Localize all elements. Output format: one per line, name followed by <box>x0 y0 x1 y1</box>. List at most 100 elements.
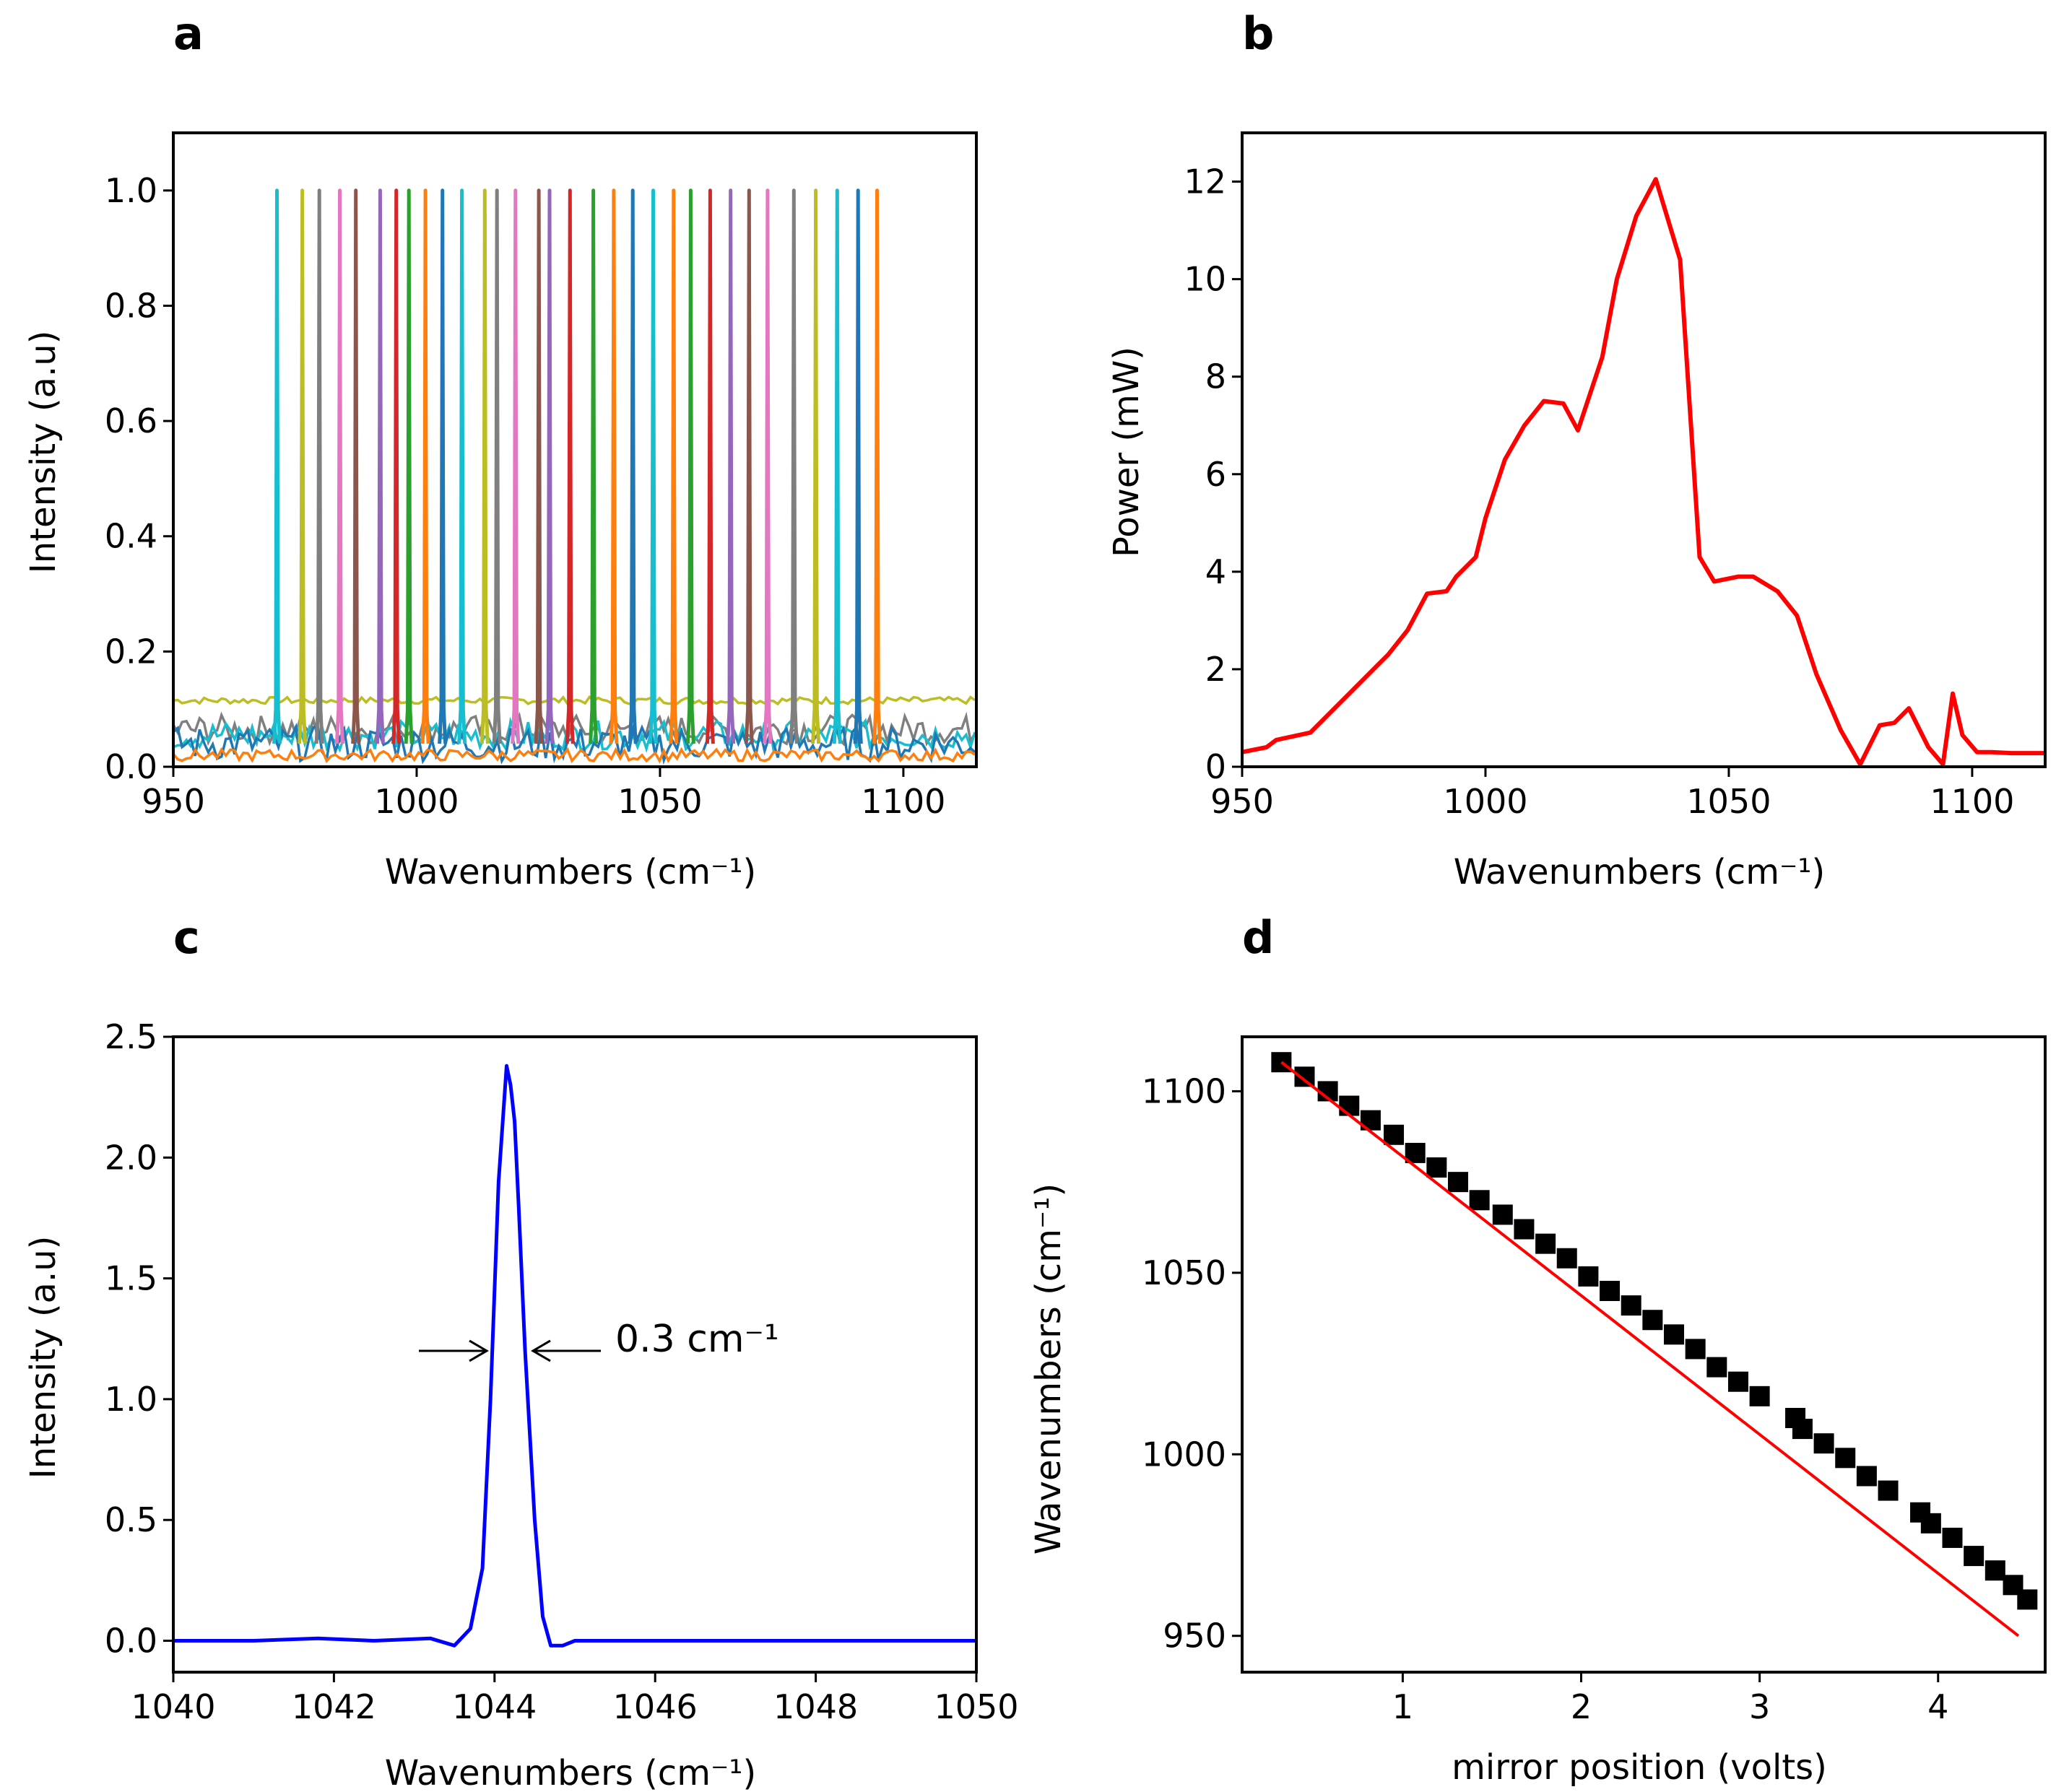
x-tick-label-b: 1050 <box>1686 782 1771 821</box>
spectrum-peak <box>480 188 490 744</box>
spectrum-peak <box>853 188 863 744</box>
data-point <box>1664 1324 1685 1345</box>
y-tick-label-d: 1050 <box>1142 1253 1226 1292</box>
x-tick-label-c: 1040 <box>131 1687 215 1726</box>
data-point <box>1556 1248 1577 1269</box>
plot-frame-c <box>172 1035 978 1674</box>
spectrum-peak <box>404 188 414 744</box>
panel-a: a 950 1000 1050 1100 0.0 0.2 0.4 0.6 0.8 1.0 Wave… <box>23 7 978 892</box>
y-tick-label-a: 0.0 <box>105 747 157 786</box>
spectrum-peak <box>628 188 638 744</box>
spectrum-peak <box>589 188 599 744</box>
y-tick-label-a: 1.0 <box>105 171 157 210</box>
y-tick-label-b: 0 <box>1205 747 1226 786</box>
spectrum-peak <box>763 188 773 744</box>
data-point <box>1642 1310 1663 1331</box>
panel-label-c: c <box>173 911 200 964</box>
x-tick-label-d: 1 <box>1392 1687 1413 1726</box>
data-point <box>1920 1513 1941 1534</box>
y-tick-label-a: 0.2 <box>105 632 157 671</box>
y-tick-label-c: 2.5 <box>105 1017 157 1056</box>
plot-b: 950 1000 1050 1100 0 2 4 6 8 10 12 <box>1184 131 2047 821</box>
plot-frame-a <box>172 131 978 768</box>
spectrum-peak <box>685 188 695 744</box>
baseline-noise <box>173 747 976 764</box>
data-point <box>1600 1281 1621 1301</box>
x-tick-label-a: 950 <box>142 782 205 821</box>
x-tick-label-a: 1000 <box>374 782 459 821</box>
panel-label-d: d <box>1242 911 1274 964</box>
xlabel-d: mirror position (volts) <box>1452 1747 1827 1788</box>
y-tick-label-c: 2.0 <box>105 1138 157 1177</box>
plot-c: 1040 1042 1044 1046 1048 1050 0.0 0.5 1.0 1.5 2.0 2… <box>105 1017 1019 1726</box>
data-point <box>1685 1339 1706 1360</box>
data-point <box>1384 1124 1405 1145</box>
spectrum-peak <box>649 188 658 744</box>
spectrum-peak <box>391 188 402 744</box>
ylabel-d: Wavenumbers (cm⁻¹) <box>1028 1183 1069 1555</box>
spectrum-peak <box>811 188 821 744</box>
spectrum-peak <box>314 188 324 744</box>
y-tick-label-a: 0.6 <box>105 401 157 440</box>
power-curve <box>1241 177 2045 767</box>
ylabel-a: Intensity (a.u) <box>23 331 64 574</box>
spectrum-peak <box>438 188 448 744</box>
y-tick-label-b: 6 <box>1205 455 1226 494</box>
spectrum-peak <box>334 188 344 744</box>
data-point <box>1964 1546 1985 1567</box>
x-tick-label-c: 1042 <box>292 1687 376 1726</box>
x-tick-label-b: 950 <box>1210 782 1274 821</box>
fit-line <box>1280 1061 2020 1637</box>
spectrum-peak <box>565 188 575 744</box>
data-point <box>1469 1190 1490 1211</box>
xlabel-c: Wavenumbers (cm⁻¹) <box>385 1753 757 1792</box>
spectrum-peak <box>789 188 799 744</box>
plot-a-lines <box>173 188 976 765</box>
baseline-noise <box>173 695 976 706</box>
xlabel-b: Wavenumbers (cm⁻¹) <box>1454 852 1826 892</box>
panel-label-a: a <box>173 7 204 60</box>
ylabel-c: Intensity (a.u) <box>23 1236 64 1479</box>
spectrum-peak <box>669 188 679 744</box>
data-point <box>1749 1386 1770 1406</box>
spectrum-peak <box>726 188 736 744</box>
baseline-noise <box>173 716 976 754</box>
plot-frame-d <box>1241 1035 2047 1674</box>
arrow-right-head <box>531 1339 551 1362</box>
panel-label-b: b <box>1242 7 1274 60</box>
y-tick-label-b: 12 <box>1184 162 1226 201</box>
x-tick-label-a: 1050 <box>617 782 702 821</box>
y-tick-label-b: 4 <box>1205 552 1226 591</box>
x-tick-label-d: 3 <box>1749 1687 1770 1726</box>
data-point <box>1878 1480 1899 1501</box>
spectrum-peak <box>511 188 521 744</box>
spectrum-peak <box>832 188 842 744</box>
data-point <box>1578 1266 1599 1287</box>
data-point <box>1813 1433 1834 1454</box>
spectrum-peak <box>457 188 467 744</box>
x-tick-label-d: 4 <box>1927 1687 1948 1726</box>
x-tick-label-c: 1050 <box>934 1687 1018 1726</box>
x-tick-label-a: 1100 <box>861 782 945 821</box>
x-tick-label-d: 2 <box>1571 1687 1592 1726</box>
data-point <box>1492 1204 1513 1225</box>
y-tick-label-c: 0.5 <box>105 1500 157 1539</box>
x-tick-label-b: 1000 <box>1443 782 1527 821</box>
x-tick-label-c: 1046 <box>613 1687 698 1726</box>
data-point <box>1727 1371 1748 1392</box>
data-point <box>1621 1295 1641 1316</box>
y-tick-label-a: 0.8 <box>105 286 157 325</box>
y-tick-label-a: 0.4 <box>105 517 157 556</box>
data-point <box>1535 1233 1556 1254</box>
panel-d: d 1 2 3 4 950 1000 1050 1100 mirror position (v… <box>1028 911 2047 1788</box>
panel-c: c 1040 1042 1044 1046 1048 1050 0.0 0.5 1.0 1.5 2.… <box>23 911 1019 1792</box>
y-tick-label-c: 1.5 <box>105 1259 157 1298</box>
linewidth-curve <box>173 1064 976 1648</box>
plot-a: 950 1000 1050 1100 0.0 0.2 0.4 0.6 0.8 1.0 <box>105 131 978 821</box>
y-tick-label-b: 2 <box>1205 650 1226 689</box>
xlabel-a: Wavenumbers (cm⁻¹) <box>385 852 757 892</box>
y-tick-label-b: 8 <box>1205 357 1226 396</box>
spectrum-peak <box>705 188 715 744</box>
data-point <box>1942 1527 1963 1548</box>
